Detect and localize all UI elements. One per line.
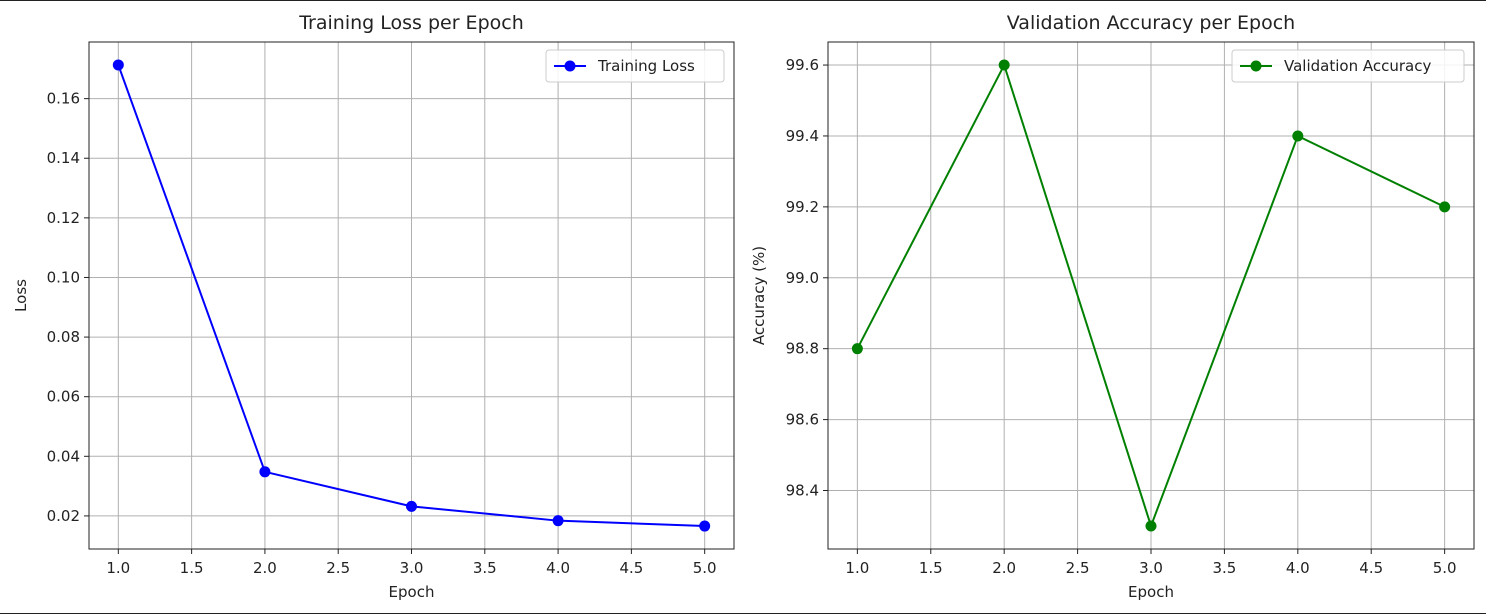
y-tick-label: 98.6: [786, 411, 819, 429]
x-tick-label: 1.5: [919, 559, 943, 577]
y-axis-label: Accuracy (%): [750, 246, 768, 345]
legend-label: Training Loss: [597, 57, 695, 75]
legend-marker: [1250, 60, 1262, 72]
chart-panel-1: 1.0 1.5 2.0 2.5 3.0 3.5 4.0 4.5 5.0 0.02 0.04 0.06 0…: [12, 12, 735, 601]
y-tick-label: 98.4: [786, 482, 819, 500]
legend-box: [1231, 49, 1465, 83]
y-tick-label: 0.02: [47, 507, 80, 525]
x-tick-label: 3.0: [400, 559, 424, 577]
y-tick-label: 99.0: [786, 269, 819, 287]
data-point: [1145, 520, 1157, 532]
y-tick-label: 0.08: [47, 328, 80, 346]
legend-marker: [564, 60, 576, 72]
x-tick-label: 1.0: [106, 559, 130, 577]
x-tick-label: 2.5: [1066, 559, 1090, 577]
y-tick-label: 99.4: [786, 127, 819, 145]
y-tick-label: 99.2: [786, 198, 819, 216]
legend: Training Loss: [545, 49, 725, 83]
plot-frame: [88, 41, 735, 550]
x-tick-label: 5.0: [693, 559, 717, 577]
legend: Validation Accuracy: [1231, 49, 1465, 83]
y-tick-label: 0.14: [47, 149, 80, 167]
figure-top-border: [0, 0, 1486, 1]
x-tick-label: 1.0: [845, 559, 869, 577]
chart-panel-2: 1.0 1.5 2.0 2.5 3.0 3.5 4.0 4.5 5.0 98.4 98.6 98.8 9…: [750, 12, 1475, 601]
legend-label: Validation Accuracy: [1284, 57, 1431, 75]
x-tick-label: 2.0: [992, 559, 1016, 577]
y-tick-label: 0.06: [47, 388, 80, 406]
data-point: [998, 59, 1010, 71]
x-tick-label: 5.0: [1433, 559, 1457, 577]
legend-box: [545, 49, 725, 83]
data-point: [112, 59, 124, 71]
data-point: [552, 515, 564, 527]
data-point: [406, 500, 417, 512]
chart-title: Training Loss per Epoch: [298, 12, 524, 34]
y-axis-label: Loss: [12, 279, 30, 312]
data-point: [851, 343, 863, 355]
data-point: [1292, 130, 1304, 142]
x-tick-label: 4.0: [546, 559, 570, 577]
y-tick-label: 99.6: [786, 56, 819, 74]
x-tick-label: 4.5: [1359, 559, 1383, 577]
y-tick-label: 0.12: [47, 209, 80, 227]
chart-title: Validation Accuracy per Epoch: [1007, 12, 1295, 34]
y-tick-label: 0.10: [47, 268, 80, 286]
y-tick-label: 98.8: [786, 340, 819, 358]
x-tick-label: 3.5: [1212, 559, 1236, 577]
data-point: [259, 466, 271, 478]
x-axis-label: Epoch: [389, 583, 435, 601]
figure-bottom-border: [0, 613, 1486, 614]
x-tick-label: 1.5: [180, 559, 204, 577]
x-tick-label: 4.0: [1286, 559, 1310, 577]
data-point: [699, 520, 711, 532]
x-tick-label: 3.0: [1139, 559, 1163, 577]
x-axis-label: Epoch: [1128, 583, 1174, 601]
y-tick-label: 0.16: [47, 90, 80, 108]
x-tick-label: 2.5: [326, 559, 350, 577]
data-point: [1439, 201, 1451, 213]
x-tick-label: 2.0: [253, 559, 277, 577]
plot-frame: [827, 41, 1475, 550]
x-tick-label: 3.5: [473, 559, 497, 577]
x-tick-label: 4.5: [619, 559, 643, 577]
y-tick-label: 0.04: [47, 447, 80, 465]
